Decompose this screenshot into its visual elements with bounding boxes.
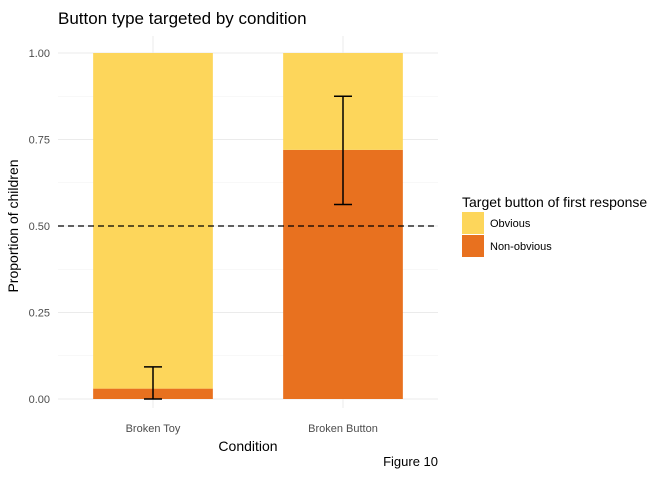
figure-caption: Figure 10 xyxy=(383,454,438,469)
y-tick-labels: 0.00 0.25 0.50 0.75 1.00 xyxy=(29,48,50,406)
y-tick-label: 0.25 xyxy=(29,308,50,320)
x-axis-title: Condition xyxy=(218,438,277,454)
legend-label: Obvious xyxy=(490,218,531,230)
legend-swatch xyxy=(462,235,484,257)
chart-title: Button type targeted by condition xyxy=(58,9,307,28)
legend-label: Non-obvious xyxy=(490,241,552,253)
y-tick-label: 0.75 xyxy=(29,135,50,147)
legend: Target button of first response Obvious N… xyxy=(462,194,647,257)
error-bars xyxy=(144,95,352,400)
bar xyxy=(93,53,213,389)
legend-swatch xyxy=(462,212,484,234)
x-tick-labels: Broken Toy Broken Button xyxy=(126,423,378,435)
y-tick-label: 0.50 xyxy=(29,221,50,233)
x-tick-label: Broken Toy xyxy=(126,423,181,435)
x-tick-label: Broken Button xyxy=(308,423,378,435)
legend-items: Obvious Non-obvious xyxy=(462,212,552,257)
y-tick-label: 1.00 xyxy=(29,48,50,60)
legend-title: Target button of first response xyxy=(462,194,647,210)
y-axis-title: Proportion of children xyxy=(5,159,21,292)
y-tick-label: 0.00 xyxy=(29,394,50,406)
